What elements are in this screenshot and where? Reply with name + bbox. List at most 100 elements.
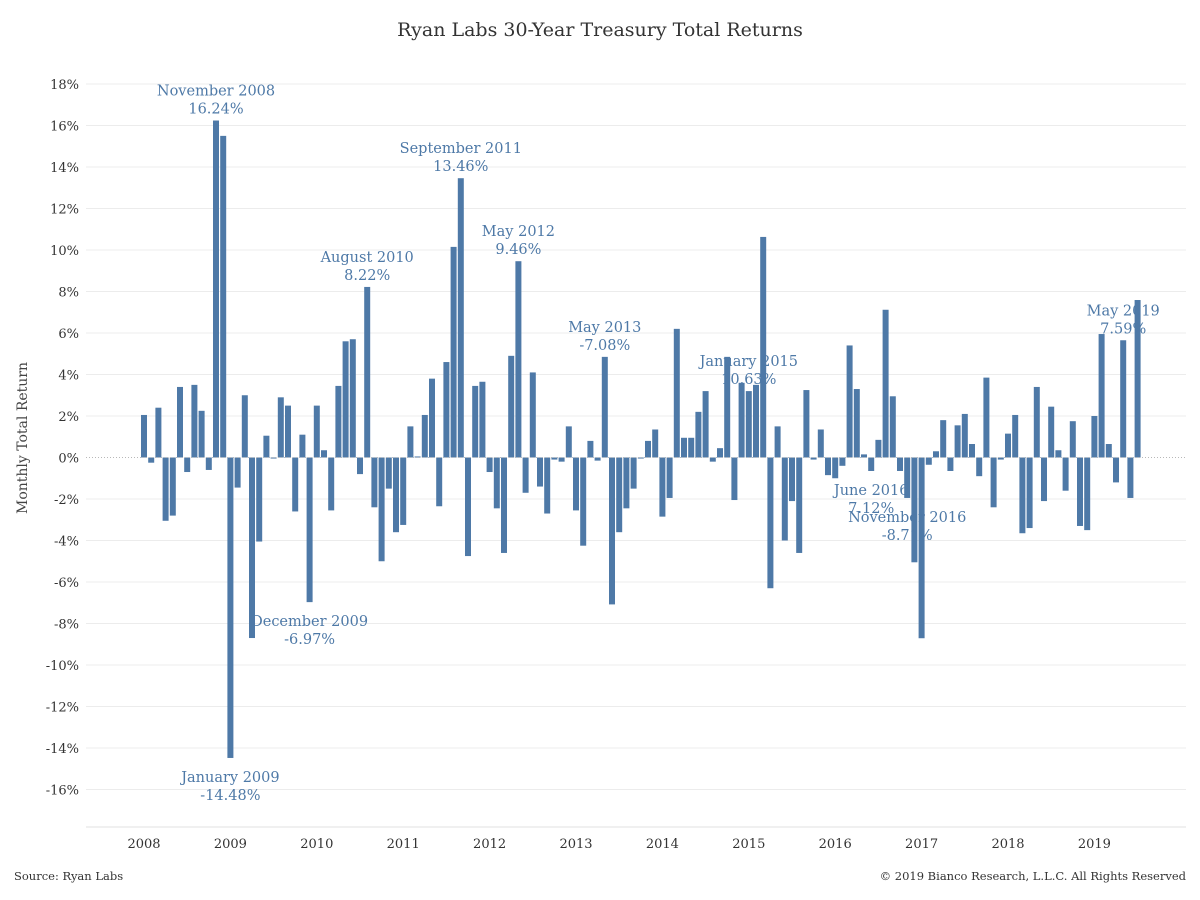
bar bbox=[933, 451, 939, 458]
bar bbox=[407, 426, 414, 458]
bar bbox=[328, 457, 335, 511]
annotation-label: January 2009 bbox=[179, 770, 279, 786]
annotation-label: May 2013 bbox=[568, 320, 641, 336]
bar bbox=[724, 356, 731, 458]
bar bbox=[335, 385, 342, 458]
bar bbox=[911, 457, 918, 563]
bar bbox=[465, 457, 471, 557]
annotations: November 2008 16.24% January 2009 -14.48% De… bbox=[157, 84, 1160, 804]
bar bbox=[961, 413, 968, 458]
bar bbox=[853, 389, 860, 458]
bar bbox=[947, 457, 954, 471]
x-tick-label: 2012 bbox=[473, 837, 506, 852]
bar bbox=[637, 457, 644, 459]
bar bbox=[213, 120, 219, 458]
bar bbox=[1105, 444, 1112, 458]
bar bbox=[393, 457, 399, 533]
annotation-value: -6.97% bbox=[284, 632, 335, 648]
bar bbox=[760, 236, 767, 458]
bar bbox=[227, 457, 234, 758]
bar bbox=[825, 457, 831, 476]
bar bbox=[457, 178, 464, 458]
bar bbox=[292, 457, 299, 512]
annotation-value: 13.46% bbox=[433, 159, 488, 175]
y-tick-label: -16% bbox=[46, 784, 79, 799]
y-tick-label: 6% bbox=[58, 327, 79, 342]
bar bbox=[313, 405, 320, 458]
annotation-value: 9.46% bbox=[495, 242, 541, 258]
bar bbox=[580, 457, 587, 546]
x-tick-label: 2019 bbox=[1078, 837, 1111, 852]
annotation-value: -7.08% bbox=[579, 338, 630, 354]
bar bbox=[609, 457, 615, 605]
annotation: September 2011 13.46% bbox=[400, 141, 522, 175]
y-tick-label: 2% bbox=[58, 410, 79, 425]
bar bbox=[385, 457, 392, 489]
bar bbox=[537, 457, 543, 487]
bar bbox=[270, 457, 277, 459]
bar bbox=[371, 457, 378, 508]
y-tick-label: -10% bbox=[46, 659, 79, 674]
bar bbox=[364, 286, 371, 458]
bar bbox=[976, 457, 983, 477]
bar bbox=[875, 439, 882, 458]
gridlines bbox=[86, 83, 1186, 828]
bar bbox=[997, 457, 1004, 460]
bar bbox=[198, 410, 205, 458]
bar bbox=[796, 457, 803, 553]
bar bbox=[321, 450, 327, 458]
bar bbox=[702, 391, 709, 458]
x-tick-label: 2015 bbox=[732, 837, 765, 852]
annotation: June 2016 7.12% bbox=[832, 483, 909, 517]
y-tick-label: -2% bbox=[54, 493, 79, 508]
bar bbox=[601, 356, 608, 458]
y-tick-label: 18% bbox=[50, 78, 79, 93]
bar bbox=[731, 457, 738, 501]
bar bbox=[443, 362, 450, 458]
bar bbox=[774, 426, 781, 458]
y-tick-label: 10% bbox=[50, 244, 79, 259]
bar bbox=[177, 386, 183, 458]
annotation: May 2012 9.46% bbox=[482, 224, 555, 258]
bar bbox=[565, 426, 572, 458]
bar bbox=[623, 457, 630, 509]
y-axis-ticks: 18% 16% 14% 12% 10% 8% 6% 4% 2% 0% -2% -4% -6% -8% -10… bbox=[46, 78, 79, 799]
annotation: August 2010 8.22% bbox=[320, 250, 414, 284]
bar bbox=[249, 457, 255, 639]
bar bbox=[969, 444, 975, 458]
bar bbox=[184, 457, 191, 473]
copyright-note: © 2019 Bianco Research, L.L.C. All Right… bbox=[880, 869, 1187, 883]
annotation-value: -14.48% bbox=[200, 788, 260, 804]
bar bbox=[414, 456, 421, 458]
bar bbox=[695, 411, 702, 458]
bar bbox=[1077, 457, 1083, 526]
bar bbox=[306, 457, 313, 603]
bar bbox=[155, 407, 162, 458]
annotation-label: June 2016 bbox=[832, 483, 909, 499]
bar bbox=[882, 309, 889, 458]
bar bbox=[1098, 334, 1105, 458]
x-axis-ticks: 2008 2009 2010 2011 2012 2013 2014 2015 2016 2017… bbox=[127, 837, 1110, 852]
bar bbox=[1113, 457, 1119, 483]
bar bbox=[472, 385, 479, 458]
bar bbox=[529, 372, 536, 458]
bar bbox=[342, 341, 349, 458]
bar bbox=[400, 457, 407, 525]
bar bbox=[1005, 433, 1011, 458]
bar bbox=[868, 457, 875, 471]
bar bbox=[645, 440, 651, 458]
bar bbox=[889, 396, 896, 458]
bar bbox=[162, 457, 169, 521]
bar bbox=[515, 261, 522, 458]
annotation-label: May 2012 bbox=[482, 224, 555, 240]
x-tick-label: 2013 bbox=[559, 837, 592, 852]
bar bbox=[1012, 414, 1019, 458]
source-note: Source: Ryan Labs bbox=[14, 869, 123, 883]
bar bbox=[781, 457, 788, 541]
annotation: January 2015 10.63% bbox=[698, 354, 798, 388]
annotation-label: November 2016 bbox=[848, 510, 966, 526]
annotation-value: -8.71% bbox=[882, 528, 933, 544]
bar bbox=[681, 437, 687, 458]
y-tick-label: -8% bbox=[54, 618, 79, 633]
